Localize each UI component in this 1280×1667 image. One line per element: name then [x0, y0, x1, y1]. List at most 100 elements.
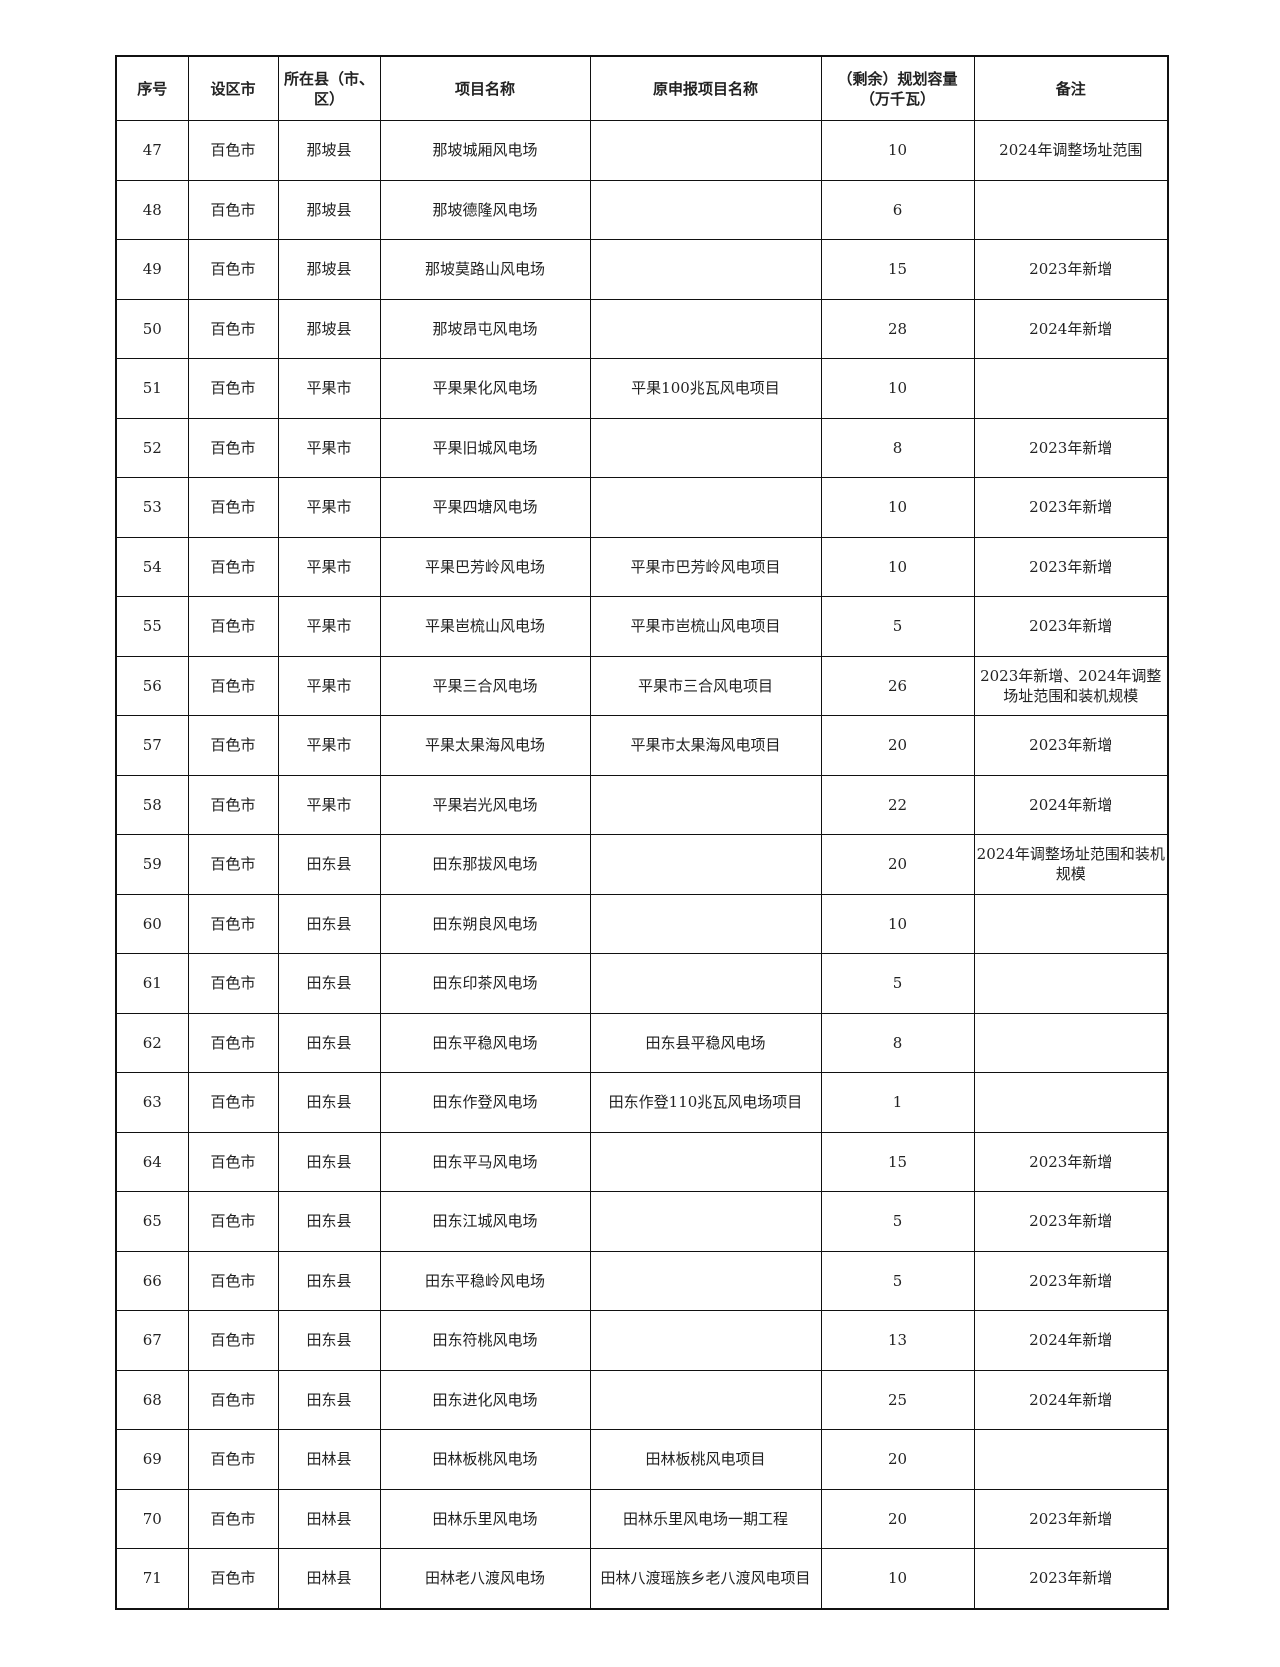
- cell-col-index: 71: [115, 1548, 189, 1609]
- cell-col-remarks: [973, 1429, 1169, 1490]
- cell-col-capacity: 10: [820, 358, 975, 419]
- header-col-project-name: 项目名称: [379, 55, 591, 121]
- cell-col-index: 56: [115, 655, 189, 716]
- cell-col-capacity: 5: [820, 1191, 975, 1252]
- table-row: 67 百色市 田东县 田东符桃风电场 13 2024年新增: [115, 1310, 1169, 1371]
- cell-col-original-name: [589, 834, 822, 895]
- cell-col-original-name: 平果市三合风电项目: [589, 655, 822, 716]
- table-row: 52 百色市 平果市 平果旧城风电场 8 2023年新增: [115, 417, 1169, 478]
- cell-col-project-name: 田东平马风电场: [379, 1131, 591, 1192]
- cell-col-index: 49: [115, 239, 189, 300]
- cell-col-county: 田东县: [277, 1369, 381, 1430]
- cell-col-index: 67: [115, 1310, 189, 1371]
- cell-col-capacity: 20: [820, 834, 975, 895]
- cell-col-city: 百色市: [187, 715, 279, 776]
- cell-col-remarks: 2023年新增: [973, 1191, 1169, 1252]
- cell-col-capacity: 22: [820, 774, 975, 835]
- header-col-capacity: （剩余）规划容量（万千瓦）: [820, 55, 975, 121]
- cell-col-remarks: 2023年新增: [973, 1131, 1169, 1192]
- cell-col-project-name: 田东朔良风电场: [379, 893, 591, 954]
- cell-col-index: 66: [115, 1250, 189, 1311]
- cell-col-county: 那坡县: [277, 120, 381, 181]
- cell-col-capacity: 8: [820, 417, 975, 478]
- table-row: 62 百色市 田东县 田东平稳风电场 田东县平稳风电场 8: [115, 1012, 1169, 1073]
- cell-col-capacity: 10: [820, 893, 975, 954]
- cell-col-city: 百色市: [187, 1012, 279, 1073]
- table-row: 71 百色市 田林县 田林老八渡风电场 田林八渡瑶族乡老八渡风电项目 10 2023年新增: [115, 1548, 1169, 1609]
- cell-col-city: 百色市: [187, 774, 279, 835]
- cell-col-county: 平果市: [277, 715, 381, 776]
- cell-col-project-name: 平果巴芳岭风电场: [379, 536, 591, 597]
- cell-col-original-name: [589, 1250, 822, 1311]
- cell-col-project-name: 田东作登风电场: [379, 1072, 591, 1133]
- cell-col-county: 平果市: [277, 655, 381, 716]
- cell-col-index: 62: [115, 1012, 189, 1073]
- table-row: 59 百色市 田东县 田东那拔风电场 20 2024年调整场址范围和装机规模: [115, 834, 1169, 895]
- table-row: 66 百色市 田东县 田东平稳岭风电场 5 2023年新增: [115, 1250, 1169, 1311]
- cell-col-index: 63: [115, 1072, 189, 1133]
- table-row: 55 百色市 平果市 平果岜梳山风电场 平果市岜梳山风电项目 5 2023年新增: [115, 596, 1169, 657]
- cell-col-index: 69: [115, 1429, 189, 1490]
- table-row: 69 百色市 田林县 田林板桃风电场 田林板桃风电项目 20: [115, 1429, 1169, 1490]
- cell-col-index: 47: [115, 120, 189, 181]
- cell-col-project-name: 田林老八渡风电场: [379, 1548, 591, 1609]
- cell-col-remarks: 2023年新增、2024年调整场址范围和装机规模: [973, 655, 1169, 716]
- cell-col-remarks: 2024年新增: [973, 1310, 1169, 1371]
- cell-col-city: 百色市: [187, 358, 279, 419]
- cell-col-project-name: 平果太果海风电场: [379, 715, 591, 776]
- cell-col-city: 百色市: [187, 239, 279, 300]
- cell-col-project-name: 平果四塘风电场: [379, 477, 591, 538]
- cell-col-original-name: 田林八渡瑶族乡老八渡风电项目: [589, 1548, 822, 1609]
- cell-col-city: 百色市: [187, 1488, 279, 1549]
- cell-col-capacity: 10: [820, 536, 975, 597]
- cell-col-county: 田林县: [277, 1429, 381, 1490]
- cell-col-index: 59: [115, 834, 189, 895]
- cell-col-county: 田东县: [277, 1310, 381, 1371]
- cell-col-city: 百色市: [187, 179, 279, 240]
- cell-col-index: 53: [115, 477, 189, 538]
- cell-col-remarks: 2024年新增: [973, 298, 1169, 359]
- header-col-remarks: 备注: [973, 55, 1169, 121]
- cell-col-capacity: 5: [820, 953, 975, 1014]
- cell-col-city: 百色市: [187, 1131, 279, 1192]
- cell-col-project-name: 田林乐里风电场: [379, 1488, 591, 1549]
- cell-col-remarks: [973, 953, 1169, 1014]
- cell-col-original-name: [589, 774, 822, 835]
- cell-col-project-name: 田东进化风电场: [379, 1369, 591, 1430]
- cell-col-project-name: 平果岜梳山风电场: [379, 596, 591, 657]
- cell-col-project-name: 平果果化风电场: [379, 358, 591, 419]
- cell-col-index: 65: [115, 1191, 189, 1252]
- cell-col-project-name: 那坡城厢风电场: [379, 120, 591, 181]
- table-row: 51 百色市 平果市 平果果化风电场 平果100兆瓦风电项目 10: [115, 358, 1169, 419]
- cell-col-index: 48: [115, 179, 189, 240]
- cell-col-original-name: [589, 477, 822, 538]
- cell-col-capacity: 8: [820, 1012, 975, 1073]
- cell-col-remarks: 2023年新增: [973, 1250, 1169, 1311]
- cell-col-county: 田林县: [277, 1548, 381, 1609]
- cell-col-capacity: 5: [820, 596, 975, 657]
- cell-col-capacity: 26: [820, 655, 975, 716]
- cell-col-city: 百色市: [187, 893, 279, 954]
- cell-col-remarks: 2024年调整场址范围: [973, 120, 1169, 181]
- cell-col-remarks: [973, 1072, 1169, 1133]
- cell-col-capacity: 25: [820, 1369, 975, 1430]
- table-row: 60 百色市 田东县 田东朔良风电场 10: [115, 893, 1169, 954]
- cell-col-project-name: 田林板桃风电场: [379, 1429, 591, 1490]
- cell-col-county: 那坡县: [277, 179, 381, 240]
- table-row: 50 百色市 那坡县 那坡昂屯风电场 28 2024年新增: [115, 298, 1169, 359]
- cell-col-index: 52: [115, 417, 189, 478]
- table-row: 48 百色市 那坡县 那坡德隆风电场 6: [115, 179, 1169, 240]
- cell-col-county: 那坡县: [277, 298, 381, 359]
- cell-col-remarks: 2023年新增: [973, 417, 1169, 478]
- cell-col-county: 平果市: [277, 774, 381, 835]
- table-row: 63 百色市 田东县 田东作登风电场 田东作登110兆瓦风电场项目 1: [115, 1072, 1169, 1133]
- cell-col-project-name: 那坡德隆风电场: [379, 179, 591, 240]
- cell-col-original-name: 平果100兆瓦风电项目: [589, 358, 822, 419]
- table-row: 56 百色市 平果市 平果三合风电场 平果市三合风电项目 26 2023年新增、2024年调…: [115, 655, 1169, 716]
- table-row: 49 百色市 那坡县 那坡莫路山风电场 15 2023年新增: [115, 239, 1169, 300]
- cell-col-county: 田东县: [277, 1131, 381, 1192]
- cell-col-project-name: 田东江城风电场: [379, 1191, 591, 1252]
- cell-col-index: 68: [115, 1369, 189, 1430]
- cell-col-remarks: 2023年新增: [973, 1488, 1169, 1549]
- cell-col-remarks: 2024年新增: [973, 774, 1169, 835]
